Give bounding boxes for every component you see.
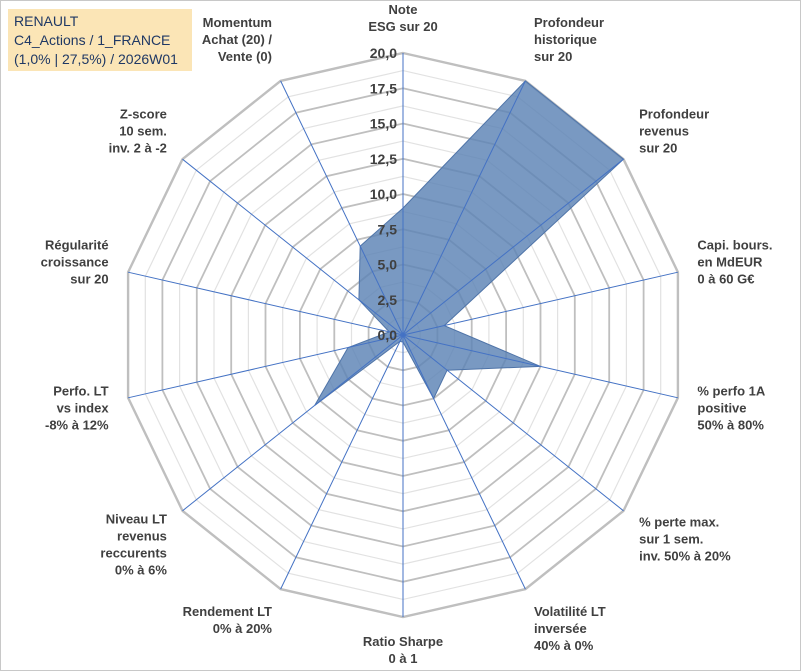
title-company: RENAULT [14, 13, 79, 29]
axis-label: % perte max. sur 1 sem. inv. 50% à 20% [639, 515, 731, 564]
series-area-renault [314, 80, 625, 406]
axis-label: Rendement LT 0% à 20% [183, 604, 273, 636]
axis-labels: Note ESG sur 20 Profondeur historique sur 20… [41, 2, 773, 666]
axis-label: Volatilité LT inversée 40% à 0% [534, 604, 606, 653]
axis-spoke [402, 80, 526, 336]
axis-label: Ratio Sharpe 0 à 1 [363, 634, 443, 666]
tick-label: 12,5 [370, 151, 397, 167]
axis-spoke [402, 158, 624, 336]
axis-spoke [280, 334, 404, 590]
axis-label: Niveau LT revenus reccurents 0% à 6% [100, 512, 167, 578]
tick-label: 2,5 [378, 292, 398, 308]
axis-label: Régularité croissance sur 20 [41, 238, 109, 287]
axis-spoke [402, 334, 624, 512]
axis-label: Z-score 10 sem. inv. 2 à -2 [109, 106, 167, 155]
axis-label: Note ESG sur 20 [368, 2, 437, 34]
axis-spoke [127, 271, 404, 336]
axis-label: Momentum Achat (20) / Vente (0) [202, 15, 272, 64]
axis-label: Profondeur revenus sur 20 [639, 106, 709, 155]
title-category: C4_Actions / 1_FRANCE [14, 32, 171, 48]
axis-spoke [280, 80, 404, 336]
axis-label: % perfo 1A positive 50% à 80% [697, 383, 766, 432]
tick-label: 10,0 [370, 186, 397, 202]
tick-label: 5,0 [378, 257, 398, 273]
axis-spoke [127, 334, 404, 399]
title-params: (1,0% | 27,5%) / 2026W01 [14, 51, 178, 67]
axis-spoke [402, 334, 679, 399]
axis-label: Capi. bours. en MdEUR 0 à 60 G€ [697, 238, 772, 287]
radial-tick-labels: 0,0 2,5 5,0 7,5 10,0 12,5 15,0 17,5 20,0 [370, 45, 397, 343]
tick-label: 7,5 [378, 221, 398, 237]
radar-axes [127, 53, 679, 617]
tick-label: 20,0 [370, 45, 397, 61]
axis-spoke [402, 334, 526, 590]
tick-label: 17,5 [370, 80, 397, 96]
axis-spoke [182, 158, 404, 336]
axis-spoke [182, 334, 404, 512]
radar-series-area [314, 80, 625, 406]
axis-label: Profondeur historique sur 20 [534, 15, 604, 64]
chart-title-box: RENAULT C4_Actions / 1_FRANCE (1,0% | 27… [8, 9, 192, 71]
tick-label: 15,0 [370, 116, 397, 132]
tick-label: 0,0 [378, 327, 398, 343]
axis-spoke [402, 271, 679, 336]
axis-label: Perfo. LT vs index -8% à 12% [45, 383, 109, 432]
